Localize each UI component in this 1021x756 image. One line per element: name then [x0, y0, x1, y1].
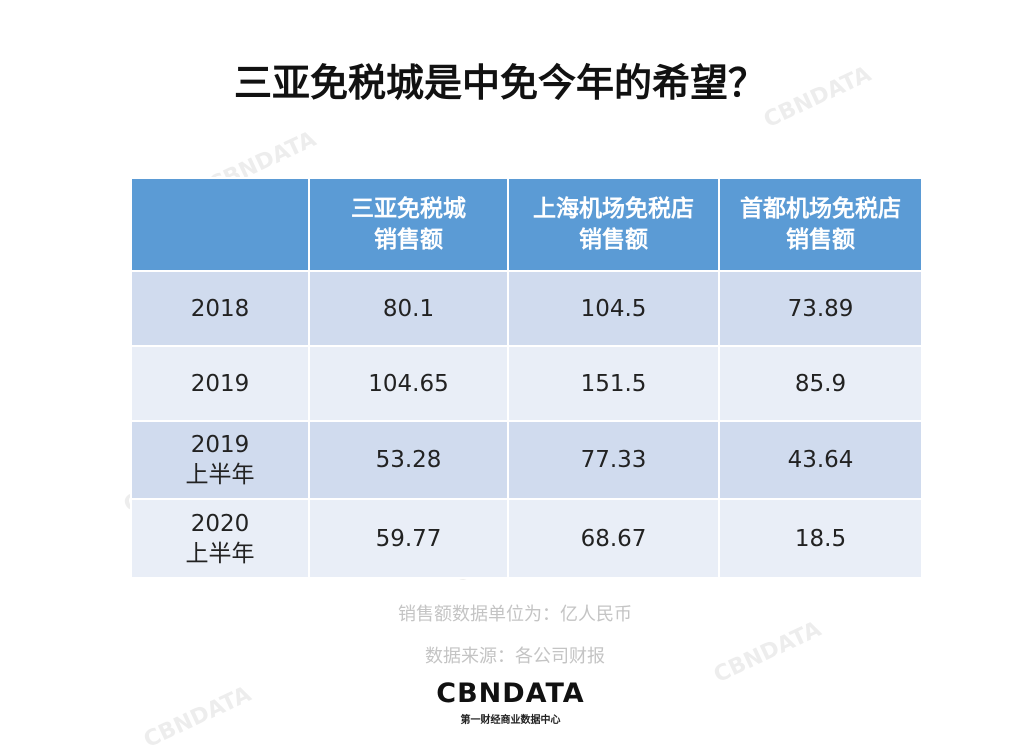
- label-line: 2019: [190, 432, 250, 458]
- label-line: 2019: [190, 370, 250, 397]
- header-cell: 首都机场免税店 销售额: [718, 177, 923, 272]
- value-text: 104.65: [368, 370, 449, 397]
- logo: CBNDATA: [436, 678, 585, 709]
- header-line: 销售额: [374, 226, 443, 253]
- label-line: 上半年: [185, 462, 255, 488]
- row-label: 2019: [130, 345, 310, 422]
- value-text: 59.77: [375, 525, 442, 552]
- value-cell: 85.9: [718, 345, 923, 422]
- value-cell: 80.1: [308, 270, 509, 347]
- logo-tagline: 第一财经商业数据中心: [460, 715, 561, 726]
- header-line: 销售额: [786, 226, 855, 253]
- header-line: 三亚免税城: [351, 195, 466, 222]
- row-label: 2020 上半年: [130, 498, 310, 579]
- value-text: 151.5: [580, 370, 647, 397]
- note: 数据来源：各公司财报: [425, 646, 605, 667]
- value-cell: 53.28: [308, 420, 509, 500]
- header-line: 首都机场免税店: [740, 195, 901, 222]
- row-label: 2018: [130, 270, 310, 347]
- value-cell: 18.5: [718, 498, 923, 579]
- label-line: 上半年: [185, 540, 255, 567]
- value-cell: 43.64: [718, 420, 923, 500]
- header-line: 上海机场免税店: [533, 195, 694, 222]
- value-cell: 151.5: [507, 345, 720, 422]
- data-table: 三亚免税城 销售额 上海机场免税店 销售额 首都机场免税店 销售额 2018 80.1 104.…: [130, 177, 923, 579]
- value-text: 85.9: [794, 370, 847, 397]
- value-cell: 104.5: [507, 270, 720, 347]
- value-cell: 73.89: [718, 270, 923, 347]
- table-row: 2019 上半年 53.28 77.33 43.64: [130, 420, 923, 500]
- table-row: 2019 104.65 151.5 85.9: [130, 345, 923, 422]
- value-text: 80.1: [382, 295, 435, 322]
- label-line: 2020: [190, 510, 250, 537]
- value-text: 77.33: [580, 447, 647, 473]
- title: 三亚免税城是中免今年的希望？: [233, 61, 766, 105]
- value-text: 68.67: [580, 525, 647, 552]
- header-cell: 三亚免税城 销售额: [308, 177, 509, 272]
- value-text: 53.28: [375, 447, 442, 473]
- header-row: 三亚免税城 销售额 上海机场免税店 销售额 首都机场免税店 销售额: [130, 177, 923, 272]
- label-line: 2018: [190, 295, 250, 322]
- value-cell: 68.67: [507, 498, 720, 579]
- value-cell: 104.65: [308, 345, 509, 422]
- header-cell: [130, 177, 310, 272]
- table-row: 2018 80.1 104.5 73.89: [130, 270, 923, 347]
- value-text: 43.64: [787, 447, 854, 473]
- note: 销售额数据单位为：亿人民币: [398, 604, 632, 625]
- value-text: 104.5: [580, 295, 647, 322]
- value-text: 18.5: [794, 525, 847, 552]
- value-text: 73.89: [787, 295, 854, 322]
- value-cell: 59.77: [308, 498, 509, 579]
- row-label: 2019 上半年: [130, 420, 310, 500]
- header-cell: 上海机场免税店 销售额: [507, 177, 720, 272]
- table-row: 2020 上半年 59.77 68.67 18.5: [130, 498, 923, 579]
- header-line: 销售额: [579, 226, 648, 253]
- value-cell: 77.33: [507, 420, 720, 500]
